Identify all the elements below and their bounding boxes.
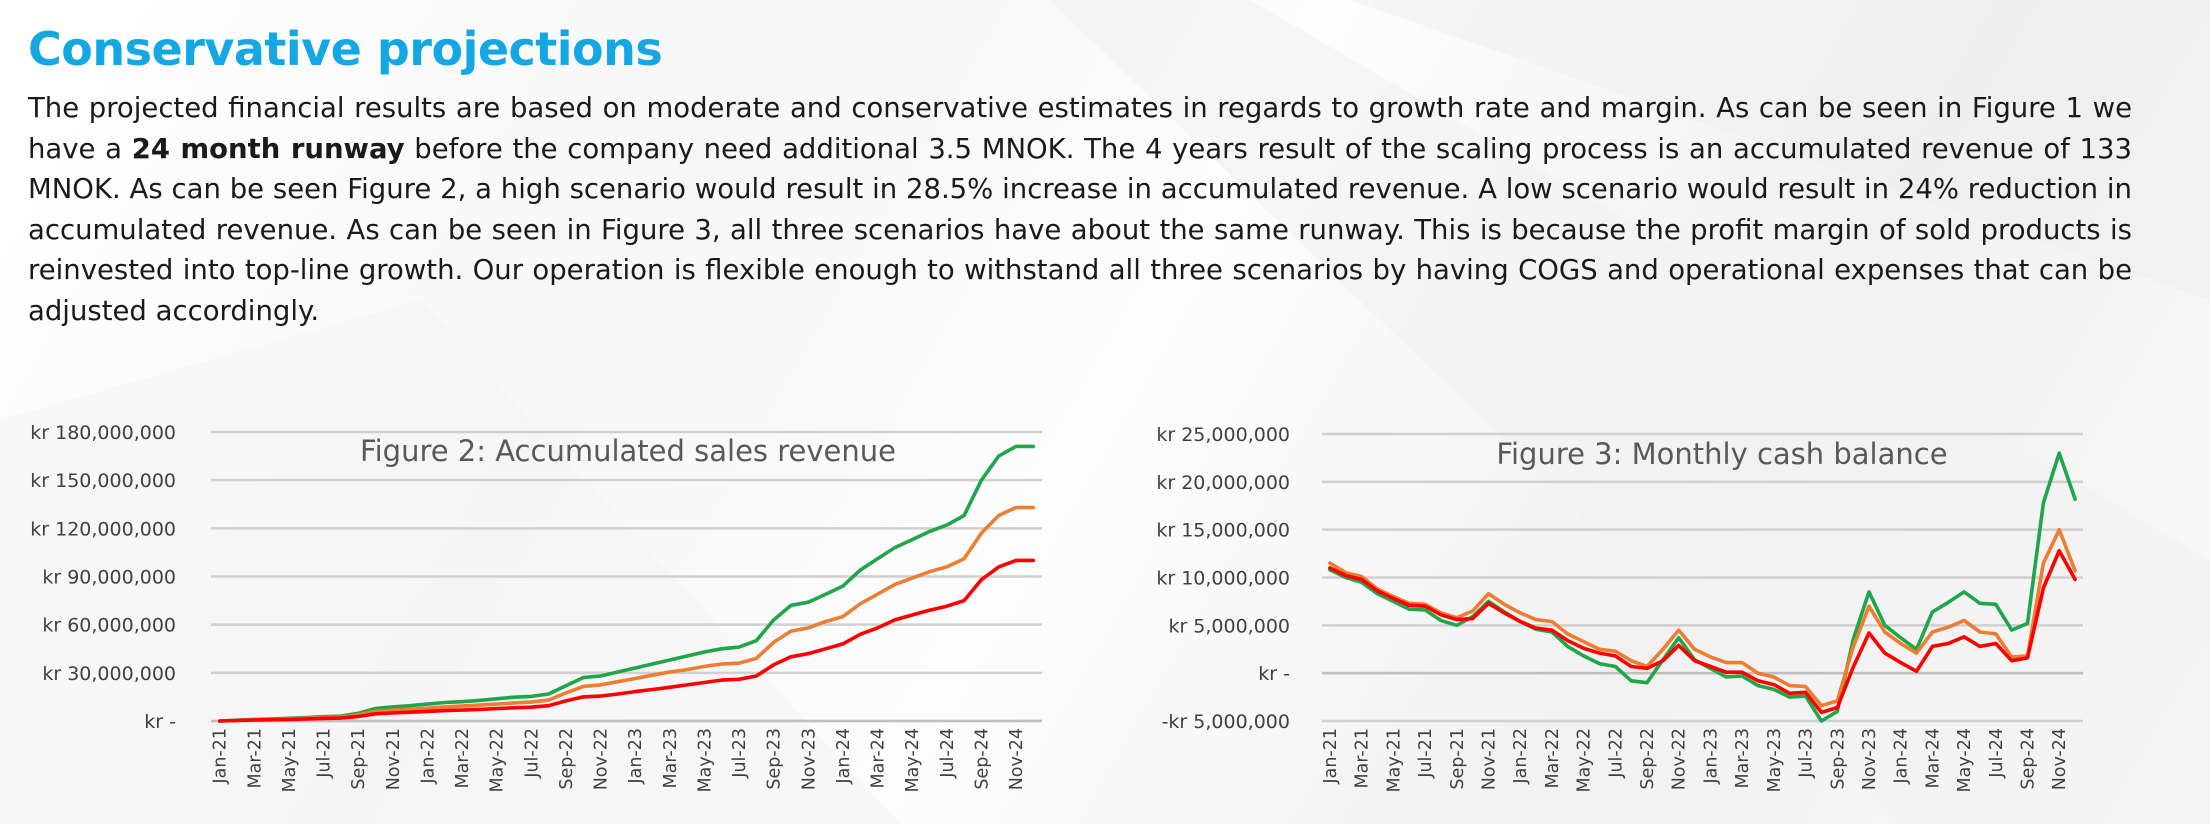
x-tick-label: Sep-24 — [2019, 728, 2039, 790]
x-tick-label: Mar-22 — [1543, 728, 1563, 788]
x-tick-label: Jan-21 — [1321, 728, 1341, 785]
x-tick-label: Jul-23 — [1797, 728, 1817, 779]
x-tick-label: May-23 — [1765, 728, 1785, 792]
x-tick-label: Jan-24 — [1892, 728, 1912, 785]
y-tick-label: kr 150,000,000 — [30, 470, 176, 492]
series-line-3 — [1328, 548, 2077, 715]
y-tick-label: kr 120,000,000 — [30, 518, 176, 540]
y-tick-label: kr - — [1258, 663, 1290, 685]
x-tick-label: Jul-21 — [1416, 728, 1436, 779]
x-tick-label: Nov-22 — [592, 728, 612, 790]
x-tick-label: Sep-23 — [1828, 728, 1848, 790]
series-line-2 — [1328, 527, 2077, 708]
x-tick-label: Jul-22 — [1606, 728, 1626, 779]
x-tick-label: Nov-24 — [2050, 728, 2070, 790]
page-title: Conservative projections — [28, 22, 663, 76]
y-tick-label: kr 25,000,000 — [1156, 424, 1290, 446]
x-tick-label: Sep-21 — [1448, 728, 1468, 790]
x-tick-label: Sep-23 — [765, 728, 785, 790]
x-tick-label: Nov-21 — [384, 728, 404, 790]
y-tick-label: kr 60,000,000 — [42, 615, 176, 637]
x-tick-label: Mar-22 — [453, 728, 473, 788]
y-tick-label: kr - — [144, 711, 176, 733]
y-tick-label: kr 5,000,000 — [1168, 615, 1290, 637]
x-tick-label: Mar-21 — [245, 728, 265, 788]
x-tick-label: Nov-22 — [1670, 728, 1690, 790]
series-line-3 — [217, 558, 1036, 723]
x-tick-label: Nov-23 — [799, 728, 819, 790]
x-tick-label: May-23 — [695, 728, 715, 792]
x-tick-label: Jan-24 — [834, 728, 854, 785]
y-tick-label: kr 10,000,000 — [1156, 568, 1290, 590]
y-tick-label: kr 180,000,000 — [30, 422, 176, 444]
x-tick-label: Jul-23 — [730, 728, 750, 779]
x-tick-label: May-24 — [903, 728, 923, 792]
x-tick-label: May-21 — [280, 728, 300, 792]
y-tick-label: kr 20,000,000 — [1156, 472, 1290, 494]
x-tick-label: Mar-24 — [1923, 728, 1943, 788]
body-paragraph-part1: The projected financial results are base… — [28, 92, 2132, 165]
x-tick-label: Nov-23 — [1860, 728, 1880, 790]
chart-title: Figure 3: Monthly cash balance — [1496, 437, 1947, 471]
x-tick-label: Jul-21 — [315, 728, 335, 779]
x-tick-label: Sep-21 — [349, 728, 369, 790]
x-tick-label: May-21 — [1384, 728, 1404, 792]
x-tick-label: May-22 — [1575, 728, 1595, 792]
x-tick-label: Sep-24 — [972, 728, 992, 790]
x-tick-label: Jan-21 — [211, 728, 231, 785]
body-paragraph-part2: before the company need additional 3.5 M… — [28, 132, 2133, 327]
y-tick-label: kr 90,000,000 — [42, 567, 176, 589]
x-tick-label: Jan-23 — [626, 728, 646, 785]
series-line-1 — [1328, 451, 2077, 723]
y-tick-label: -kr 5,000,000 — [1162, 711, 1290, 733]
x-tick-label: Nov-21 — [1479, 728, 1499, 790]
body-paragraph: The projected financial results are base… — [28, 88, 2132, 331]
x-tick-label: May-22 — [488, 728, 508, 792]
x-tick-label: Mar-21 — [1353, 728, 1373, 788]
y-tick-label: kr 15,000,000 — [1156, 520, 1290, 542]
x-tick-label: Jan-22 — [418, 728, 438, 785]
chart-title: Figure 2: Accumulated sales revenue — [360, 434, 896, 468]
y-tick-label: kr 30,000,000 — [42, 663, 176, 685]
x-tick-label: May-24 — [1955, 728, 1975, 792]
x-tick-label: Nov-24 — [1007, 728, 1027, 790]
x-tick-label: Jul-24 — [938, 728, 958, 779]
x-tick-label: Mar-23 — [661, 728, 681, 788]
x-tick-label: Jan-23 — [1701, 728, 1721, 785]
x-tick-label: Mar-23 — [1733, 728, 1753, 788]
x-tick-label: Mar-24 — [869, 728, 889, 788]
x-tick-label: Jan-22 — [1511, 728, 1531, 785]
x-tick-label: Sep-22 — [1638, 728, 1658, 790]
x-tick-label: Jul-22 — [522, 728, 542, 779]
runway-highlight: 24 month runway — [131, 132, 405, 165]
x-tick-label: Jul-24 — [1987, 728, 2007, 779]
x-tick-label: Sep-22 — [557, 728, 577, 790]
